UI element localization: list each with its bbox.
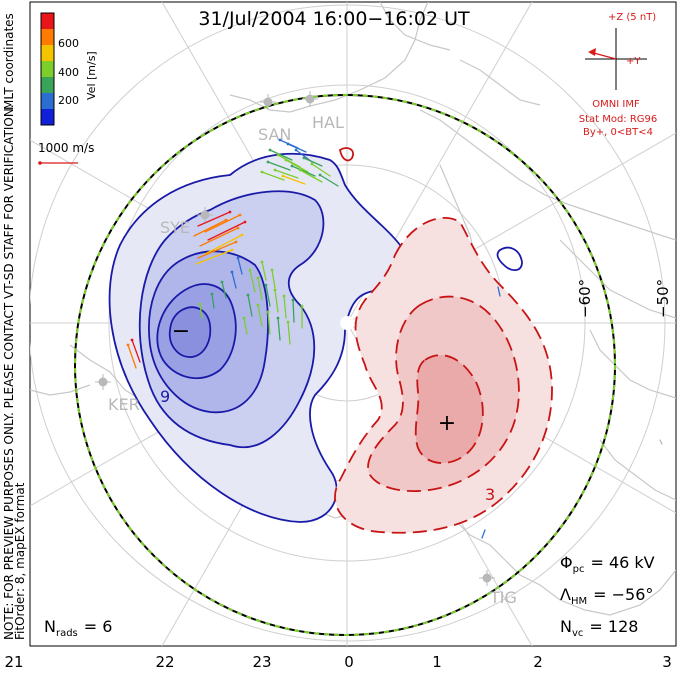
stats-block: Φpc = 46 kV ΛHM = −56° Nvc = 128 Nrads = 6 xyxy=(44,553,655,639)
station-marker-san xyxy=(260,94,276,110)
imf-caption: OMNI IMF xyxy=(592,99,640,110)
coordinate-system-label: MLT coordinates xyxy=(2,13,16,110)
vector-cluster-sye xyxy=(193,210,247,265)
hm-boundary-dash xyxy=(74,94,616,636)
color-bar-blue xyxy=(41,109,54,125)
imf-y-label: +Y xyxy=(626,56,641,67)
imf-dial: +Z (5 nT) +Y OMNI IMF Stat Mod: RG96 By+… xyxy=(579,12,658,138)
contour-label-dusk: 9 xyxy=(160,387,170,406)
dawn-cell xyxy=(334,147,553,534)
preview-note: NOTE: FOR PREVIEW PURPOSES ONLY. PLEASE … xyxy=(2,104,16,640)
dusk-contour-5 xyxy=(168,306,212,358)
station-markers xyxy=(95,91,495,586)
station-label-sye: SYE xyxy=(160,218,190,237)
vector-isolated-2 xyxy=(481,529,486,539)
mlt-axis: 21 22 23 0 1 2 3 xyxy=(4,653,671,671)
color-bar-red xyxy=(41,13,54,29)
mlt-tick-22: 22 xyxy=(155,653,174,671)
lat-label-50: −50° xyxy=(654,279,672,318)
mlt-tick-21: 21 xyxy=(4,653,23,671)
plot-title: 31/Jul/2004 16:00−16:02 UT xyxy=(198,8,470,30)
color-bar-lightgreen xyxy=(41,61,54,77)
dusk-small-loop xyxy=(496,246,523,271)
color-bar-tick-200: 200 xyxy=(58,94,79,107)
vector-cluster-ker xyxy=(126,338,141,369)
reference-vector: 1000 m/s xyxy=(38,141,94,165)
stat-nrads: Nrads = 6 xyxy=(44,617,112,639)
color-bar-yellow xyxy=(41,45,54,61)
contour-label-dawn: 3 xyxy=(485,485,495,504)
dawn-contour-3 xyxy=(414,354,484,464)
imf-model-line1: Stat Mod: RG96 xyxy=(579,114,658,125)
station-marker-tig xyxy=(479,570,495,586)
station-marker-ker xyxy=(95,374,111,390)
velocity-color-bar: 600 400 200 Vel [m/s] xyxy=(40,12,98,126)
reference-vector-label: 1000 m/s xyxy=(38,141,94,155)
station-label-ker: KER xyxy=(108,395,140,414)
potential-min-marker: − xyxy=(172,319,190,344)
station-label-hal: HAL xyxy=(312,113,344,132)
station-label-tig: TIG xyxy=(489,588,517,607)
vector-cluster-center xyxy=(198,256,304,345)
pole-marker xyxy=(340,316,354,330)
dawn-small-loop xyxy=(338,147,354,162)
velocity-vectors xyxy=(126,138,663,539)
mlt-tick-23: 23 xyxy=(252,653,271,671)
dusk-cell xyxy=(108,152,523,523)
stat-phi-pc: Φpc = 46 kV xyxy=(560,553,655,575)
color-bar-tick-600: 600 xyxy=(58,37,79,50)
color-bar-tick-400: 400 xyxy=(58,66,79,79)
mlt-tick-0: 0 xyxy=(344,653,354,671)
lat-label-60: −60° xyxy=(576,279,594,318)
mlt-tick-2: 2 xyxy=(533,653,543,671)
color-bar-lightblue xyxy=(41,93,54,109)
mlt-tick-1: 1 xyxy=(432,653,442,671)
color-bar-green xyxy=(41,77,54,93)
color-bar-label: Vel [m/s] xyxy=(85,51,98,100)
potential-max-marker: + xyxy=(438,411,456,436)
imf-z-label: +Z (5 nT) xyxy=(608,12,656,23)
vector-isolated-3 xyxy=(659,439,663,445)
vector-cluster-san xyxy=(260,138,339,187)
stat-lambda-hm: ΛHM = −56° xyxy=(560,585,653,607)
fit-order: FitOrder: 8, mapEX format xyxy=(13,482,27,640)
station-marker-hal xyxy=(302,91,318,107)
station-marker-sye xyxy=(197,207,213,223)
station-label-san: SAN xyxy=(258,125,291,144)
color-bar-orange xyxy=(41,29,54,45)
vector-isolated-1 xyxy=(497,286,501,297)
station-labels: SAN HAL SYE KER TIG xyxy=(108,113,517,607)
imf-model-line2: By+, 0<BT<4 xyxy=(583,127,653,138)
stat-nvc: Nvc = 128 xyxy=(560,617,638,639)
mlt-tick-3: 3 xyxy=(662,653,672,671)
